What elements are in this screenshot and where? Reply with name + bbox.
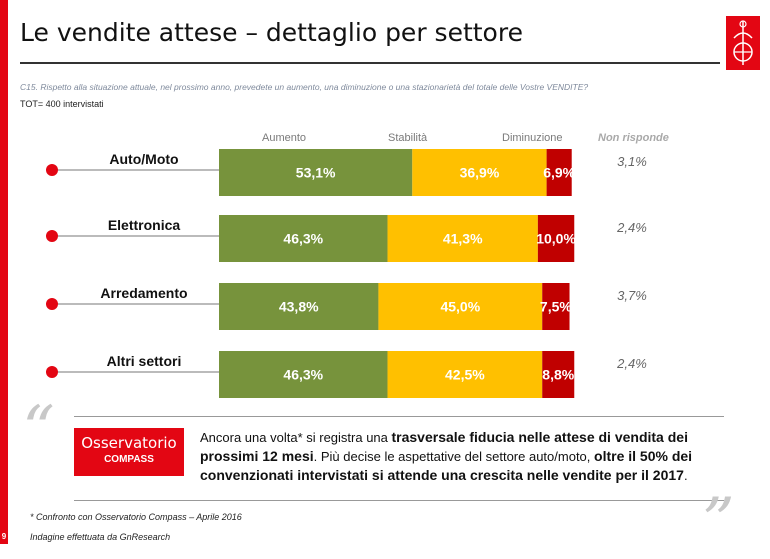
- bar-segment-aumento: [219, 351, 388, 398]
- category-label: Auto/Moto: [109, 151, 178, 167]
- bar-segment-aumento: [219, 215, 388, 262]
- comment-part-2: . Più decise le aspettative del settore …: [313, 449, 595, 464]
- non-risponde-value: 2,4%: [616, 220, 647, 235]
- comment-part-3: .: [683, 468, 688, 483]
- legend-non-risponde: Non risponde: [598, 132, 669, 144]
- bar-value-label: 7,5%: [540, 299, 572, 315]
- osservatorio-compass-logo: Osservatorio COMPASS: [74, 428, 184, 476]
- bar-segment-diminuzione: [542, 351, 575, 398]
- bar-value-label: 42,5%: [445, 367, 485, 383]
- stacked-bar-chart: Auto/Moto 53,1% 36,9% 6,9% 3,1% Elettronica 46…: [46, 149, 647, 398]
- non-risponde-value: 3,1%: [617, 154, 647, 169]
- category-label: Elettronica: [108, 217, 181, 233]
- bar-value-label: 46,3%: [283, 367, 323, 383]
- row-bullet: [46, 164, 58, 176]
- category-label: Altri settori: [107, 353, 182, 369]
- comment-part-1: Ancora una volta* si registra una: [200, 430, 392, 445]
- bar-value-label: 6,9%: [543, 165, 575, 181]
- legend-aumento: Aumento: [262, 132, 307, 144]
- category-label: Arredamento: [100, 285, 187, 301]
- comment-top-rule: [74, 416, 724, 417]
- bar-value-label: 10,0%: [536, 231, 576, 247]
- bar-value-label: 53,1%: [296, 165, 336, 181]
- brand-emblem-logo: [726, 16, 760, 70]
- bar-segment-stabilit: [387, 215, 538, 262]
- sample-size: TOT= 400 intervistati: [20, 99, 104, 109]
- bar-value-label: 46,3%: [283, 231, 323, 247]
- logo-line-1: Osservatorio: [81, 434, 177, 452]
- bar-segment-aumento: [219, 149, 413, 196]
- row-bullet: [46, 230, 58, 242]
- page-number: 9: [1, 532, 7, 541]
- bar-segment-stabilit: [387, 351, 543, 398]
- comment-bold-1: trasversale fiducia nelle attese di vend…: [200, 429, 688, 464]
- non-risponde-value: 2,4%: [616, 356, 647, 371]
- survey-question: C15. Rispetto alla situazione attuale, n…: [20, 82, 589, 92]
- non-risponde-value: 3,7%: [617, 288, 647, 303]
- title-divider: [20, 62, 720, 64]
- comment-bold-2: oltre il 50% dei convenzionati intervist…: [200, 448, 693, 483]
- bar-value-label: 45,0%: [440, 299, 480, 315]
- bar-value-label: 8,8%: [542, 367, 574, 383]
- bar-value-label: 36,9%: [460, 165, 500, 181]
- bar-segment-aumento: [219, 283, 379, 330]
- bar-value-label: 41,3%: [443, 231, 483, 247]
- source-note: Indagine effettuata da GnResearch: [30, 532, 171, 542]
- left-accent-bar: [0, 0, 8, 544]
- bar-segment-diminuzione: [537, 215, 575, 262]
- open-quote-mark: “: [22, 393, 55, 467]
- row-bullet: [46, 298, 58, 310]
- bar-segment-diminuzione: [546, 149, 572, 196]
- key-finding-text: Ancora una volta* si registra una trasve…: [200, 428, 740, 485]
- comment-bottom-rule: [74, 500, 724, 501]
- close-quote-mark: ”: [702, 485, 735, 559]
- legend-diminuzione: Diminuzione: [502, 132, 563, 144]
- bar-segment-diminuzione: [542, 283, 570, 330]
- logo-line-2: COMPASS: [104, 454, 154, 465]
- legend-stabilita: Stabilità: [388, 132, 428, 144]
- emblem-icon: [733, 20, 753, 65]
- footnote: * Confronto con Osservatorio Compass – A…: [30, 512, 242, 522]
- page-title: Le vendite attese – dettaglio per settor…: [20, 18, 523, 47]
- row-bullet: [46, 366, 58, 378]
- bar-segment-stabilit: [378, 283, 543, 330]
- bar-value-label: 43,8%: [279, 299, 319, 315]
- bar-segment-stabilit: [412, 149, 547, 196]
